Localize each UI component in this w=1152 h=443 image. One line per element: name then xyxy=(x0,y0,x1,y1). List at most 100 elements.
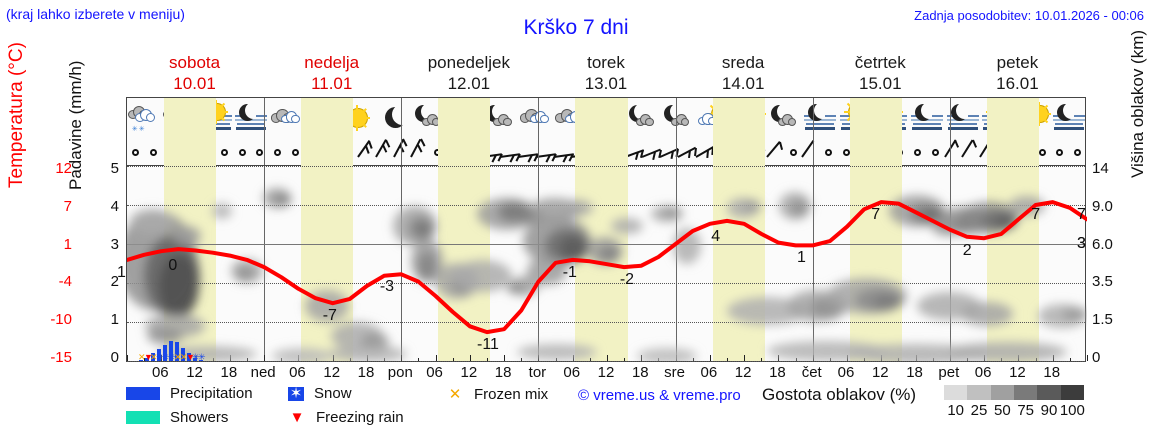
cloud-grey-icon xyxy=(635,114,654,126)
legend: Precipitation Showers ✶ Snow ▼ Freezing … xyxy=(126,385,1146,437)
wind-barb xyxy=(283,142,309,164)
day-separator xyxy=(538,98,540,165)
frozen-mix-marker: ✕ xyxy=(138,352,146,362)
x-tick-label: 18 xyxy=(1043,364,1061,381)
sky-condition-icon-12 xyxy=(519,98,553,140)
temperature-annotation: 4 xyxy=(711,227,721,245)
temperature-tick: 1 xyxy=(63,235,72,253)
moon-cloud-icon xyxy=(483,103,517,135)
precipitation-tick: 2 xyxy=(110,273,119,291)
cloud-height-tick: 3.5 xyxy=(1092,273,1113,291)
cloud-grey-icon xyxy=(493,114,512,126)
day-date: 12.01 xyxy=(447,74,491,93)
temperature-annotation: -2 xyxy=(619,271,635,289)
precipitation-bar xyxy=(181,347,185,361)
wind-barb xyxy=(247,142,273,164)
temperature-annotation: -3 xyxy=(379,278,395,296)
legend-frozen-mix-label: Frozen mix xyxy=(474,385,549,403)
day-header-4: torek 13.01 xyxy=(537,52,674,96)
cloud-height-tick: 0 xyxy=(1092,349,1101,366)
moon-icon xyxy=(239,104,257,121)
colorbar-tick-label: 75 xyxy=(1017,402,1034,419)
cloud-grey-icon xyxy=(777,114,796,126)
temperature-annotation: 0 xyxy=(168,256,178,274)
wind-barb-feather xyxy=(706,149,709,159)
wind-barb xyxy=(905,142,931,164)
temperature-tick: -10 xyxy=(50,311,72,329)
day-header-7: petek 16.01 xyxy=(949,52,1086,96)
temperature-annotation: 3 xyxy=(1077,235,1086,252)
calm-wind-icon xyxy=(220,149,228,156)
colorbar-tick-label: 90 xyxy=(1040,402,1058,419)
moon-icon xyxy=(950,104,968,121)
calm-wind-icon xyxy=(291,149,299,156)
moon-fog-icon xyxy=(946,103,980,135)
snow-marker: ✳ xyxy=(168,352,176,362)
freezing-rain-marker: ▼ xyxy=(144,352,153,362)
precipitation-bar xyxy=(163,344,167,361)
day-separator xyxy=(949,166,951,361)
cloud-density-colorbar xyxy=(944,385,1084,400)
frozen-mix-marker: ✕ xyxy=(150,352,158,362)
daylight-band xyxy=(986,98,1039,166)
day-date: 13.01 xyxy=(584,74,628,93)
x-tick-label: 12 xyxy=(871,364,889,381)
precipitation-bar xyxy=(193,357,197,361)
cloud-white-icon xyxy=(134,109,155,122)
cloud-height-tick: 9.0 xyxy=(1092,197,1113,215)
grid-line xyxy=(127,205,1085,207)
x-tick-label: 06 xyxy=(563,364,581,381)
temperature-annotation: -7 xyxy=(322,307,337,325)
axis-tick xyxy=(778,355,780,361)
calm-wind-icon xyxy=(274,149,282,156)
day-separator xyxy=(675,166,677,361)
temperature-annotation: 7 xyxy=(1031,206,1041,224)
snow-marker: ✳ xyxy=(162,352,170,362)
legend-freezing-rain-label: Freezing rain xyxy=(316,409,404,426)
temperature-annotation: 7 xyxy=(871,206,881,224)
moon-fog-icon xyxy=(1052,103,1086,135)
copyright-link[interactable]: © vreme.us & vreme.pro xyxy=(578,387,741,404)
daylight-band xyxy=(438,98,491,166)
calm-wind-icon xyxy=(131,149,139,156)
temperature-curve xyxy=(127,200,1087,335)
wind-barb-feather xyxy=(381,144,388,153)
day-header-1: sobota 10.01 xyxy=(126,52,263,96)
moon-cloud-icon xyxy=(768,103,802,135)
precipitation-bar xyxy=(175,342,179,361)
wind-barb xyxy=(923,142,949,164)
wind-barb xyxy=(230,142,256,164)
calm-wind-icon xyxy=(149,149,157,156)
day-name: sreda xyxy=(721,53,765,72)
moon-icon xyxy=(1057,104,1075,121)
moon-cloud-icon xyxy=(412,103,446,135)
calm-wind-icon xyxy=(825,149,833,156)
precipitation-bar xyxy=(145,357,149,361)
x-tick-label: ned xyxy=(250,364,276,381)
legend-snow: ✶ Snow xyxy=(288,385,352,402)
precipitation-swatch xyxy=(126,387,160,400)
wind-barb xyxy=(123,142,149,164)
precipitation-bar xyxy=(151,353,155,361)
calm-wind-icon xyxy=(256,149,264,156)
frozen-mix-marker: ✕ xyxy=(180,352,188,362)
cloud-grey-icon xyxy=(671,114,690,126)
temperature-annotation: -11 xyxy=(477,336,499,354)
x-tick-label: 12 xyxy=(186,364,203,381)
axis-tick xyxy=(761,358,763,361)
wind-barb xyxy=(212,142,238,164)
legend-snow-label: Snow xyxy=(314,385,352,402)
day-date: 11.01 xyxy=(311,74,353,93)
axis-tick xyxy=(744,355,746,361)
day-separator xyxy=(264,166,266,361)
last-updated: Zadnja posodobitev: 10.01.2026 - 00:06 xyxy=(914,8,1144,23)
axis-tick xyxy=(435,355,437,361)
x-tick-label: 06 xyxy=(974,364,992,381)
precipitation-bars: ✕ ▼ ✕ ✳ ✳ ✳ ✕ ✕ ▼ ✳ ✳ xyxy=(127,321,1087,362)
day-separator xyxy=(401,98,403,165)
location-menu-note[interactable]: (kraj lahko izberete v meniju) xyxy=(6,6,185,22)
temperature-tick: 12 xyxy=(55,160,72,177)
axis-tick xyxy=(144,358,146,361)
x-tick-label: 18 xyxy=(220,364,238,381)
precipitation-tick: 3 xyxy=(110,235,119,253)
